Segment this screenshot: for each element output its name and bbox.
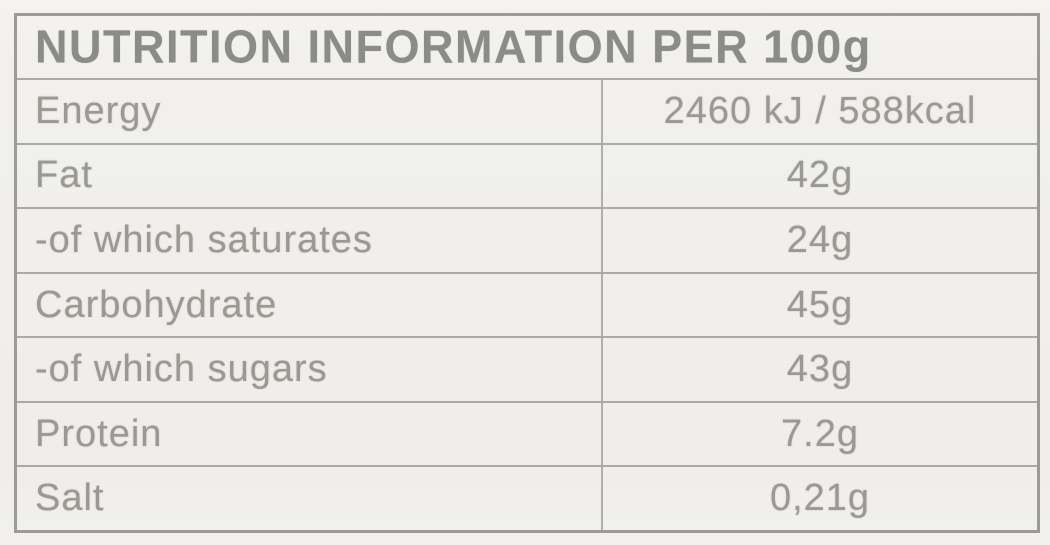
row-value: 43g: [786, 348, 854, 391]
row-label: -of which sugars: [35, 348, 328, 391]
table-row-energy: Energy 2460 kJ / 588kcal: [17, 78, 1037, 143]
row-label: -of which saturates: [35, 218, 373, 261]
row-label-cell: -of which sugars: [17, 338, 603, 401]
row-value-cell: 0,21g: [603, 467, 1037, 530]
row-label-cell: -of which saturates: [17, 209, 603, 272]
nutrition-table: NUTRITION INFORMATION PER 100g Energy 24…: [14, 13, 1040, 533]
row-label-cell: Fat: [17, 144, 603, 208]
row-value-cell: 24g: [603, 209, 1037, 272]
row-label-cell: Protein: [17, 402, 603, 466]
row-value: 7.2g: [781, 412, 859, 455]
row-value-cell: 7.2g: [603, 403, 1037, 466]
row-label: Salt: [35, 477, 105, 520]
row-label-cell: Energy: [17, 80, 603, 143]
row-value-cell: 43g: [603, 338, 1037, 401]
row-value: 45g: [786, 283, 854, 326]
row-label-cell: Salt: [17, 467, 603, 531]
table-row-saturates: -of which saturates 24g: [17, 207, 1037, 272]
row-value: 42g: [786, 154, 854, 197]
row-value: 0,21g: [769, 477, 871, 520]
row-value-cell: 42g: [603, 145, 1037, 208]
row-value-cell: 45g: [603, 274, 1037, 337]
table-row-protein: Protein 7.2g: [17, 400, 1037, 466]
table-header-row: NUTRITION INFORMATION PER 100g: [17, 16, 1037, 78]
table-row-carbohydrate: Carbohydrate 45g: [17, 271, 1037, 337]
row-value-cell: 2460 kJ / 588kcal: [603, 80, 1037, 143]
table-row-salt: Salt 0,21g: [17, 465, 1037, 531]
row-value: 2460 kJ / 588kcal: [663, 89, 977, 132]
row-label: Carbohydrate: [35, 283, 278, 326]
row-label-cell: Carbohydrate: [17, 273, 603, 337]
table-row-sugars: -of which sugars 43g: [17, 336, 1037, 401]
row-value: 24g: [786, 218, 854, 261]
row-label: Energy: [35, 89, 162, 132]
table-row-fat: Fat 42g: [17, 142, 1037, 208]
table-title: NUTRITION INFORMATION PER 100g: [35, 20, 872, 73]
row-label: Protein: [35, 412, 163, 455]
row-label: Fat: [35, 154, 93, 197]
